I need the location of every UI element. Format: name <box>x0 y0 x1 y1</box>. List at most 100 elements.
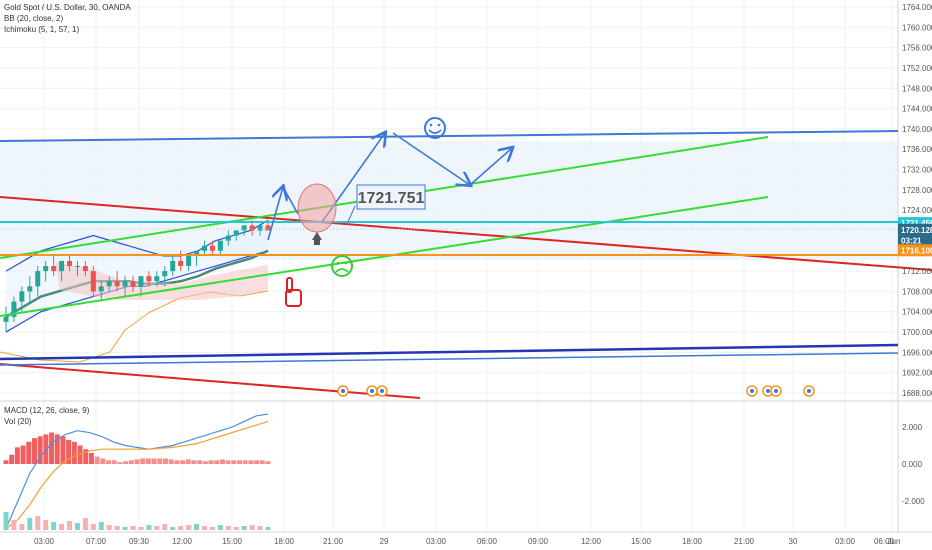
volume-bar <box>162 524 168 530</box>
macd-hist-bar <box>191 460 197 464</box>
macd-hist-bar <box>180 460 186 464</box>
time-axis[interactable]: 03:00 07:00 09:30 12:00 15:00 18:00 21:00 29 03:… <box>34 537 900 546</box>
candle-body <box>90 271 96 292</box>
volume-bar <box>265 527 271 530</box>
macd-hist-bar <box>83 449 89 464</box>
price-callout-box[interactable] <box>356 184 426 210</box>
vol-title[interactable]: Vol (20) <box>4 417 32 426</box>
macd-legend: MACD (12, 26, close, 9) Vol (20) <box>4 405 89 427</box>
macd-hist-bar <box>26 441 32 464</box>
macd-hist-bar <box>157 458 163 464</box>
projection-arrow-down[interactable] <box>392 132 470 185</box>
frown-icon[interactable] <box>331 255 353 277</box>
volume-bar <box>19 524 25 530</box>
bb-upper-line <box>5 219 269 272</box>
projection-arrow-up-2[interactable] <box>469 148 512 186</box>
macd-hist-bar <box>231 460 237 464</box>
projection-arrow-1b[interactable] <box>282 186 299 215</box>
red-trend-line[interactable] <box>0 196 932 271</box>
macd-hist-bar <box>117 462 123 464</box>
highlight-ellipse[interactable] <box>297 183 337 233</box>
volume-bar <box>3 512 9 530</box>
candles <box>3 220 271 333</box>
volume-bar <box>114 526 120 530</box>
macd-title[interactable]: MACD (12, 26, close, 9) <box>4 406 90 415</box>
green-lower-line[interactable] <box>0 196 769 317</box>
time-tick-label: 12:00 <box>172 537 193 546</box>
price-tag-label: 1721.456 <box>901 219 932 228</box>
macd-hist-bar <box>100 458 106 464</box>
candle-body <box>11 301 17 317</box>
time-tick-label: 15:00 <box>631 537 652 546</box>
volume-bar <box>27 518 33 530</box>
time-tick-label: 15:00 <box>222 537 243 546</box>
macd-hist-bar <box>106 460 112 464</box>
price-tick-label: 1704.000 <box>902 308 932 317</box>
callout-pointer <box>347 205 356 223</box>
blue-support-line[interactable] <box>0 352 899 366</box>
macd-hist-bar <box>128 460 134 464</box>
macd-hist-bar <box>259 460 265 464</box>
macd-hist-bar <box>123 461 129 464</box>
bb-legend[interactable]: BB (20, close, 2) <box>4 14 64 23</box>
macd-hist-bar <box>208 460 214 464</box>
ichimoku-legend[interactable]: Ichimoku (5, 1, 57, 1) <box>4 25 80 34</box>
macd-hist-bar <box>145 458 151 464</box>
price-tag <box>898 244 932 257</box>
time-tick-label: 18:00 <box>682 537 703 546</box>
smiley-icon[interactable] <box>424 117 446 139</box>
candle-body <box>194 250 200 256</box>
volume-bar <box>178 526 184 530</box>
volume-bar <box>194 524 200 530</box>
price-tick-label: 1728.000 <box>902 186 932 195</box>
red-lower-line[interactable] <box>0 363 421 399</box>
projection-arrow-1[interactable] <box>267 187 283 241</box>
macd-hist-bar <box>54 434 60 464</box>
time-tick-label: 03:00 <box>34 537 55 546</box>
price-tick-label: 1696.000 <box>902 348 932 357</box>
candle-body <box>67 260 73 267</box>
volume-bar <box>98 522 104 530</box>
pointing-hand-icon[interactable] <box>285 277 302 307</box>
candle-body <box>114 281 120 287</box>
price-tick-label: 1700.000 <box>902 328 932 337</box>
price-tick-label: 1736.000 <box>902 145 932 154</box>
macd-hist-bar <box>168 459 174 464</box>
event-icon-4[interactable] <box>746 385 758 397</box>
event-icon-2[interactable] <box>366 385 378 397</box>
price-tick-label: 1688.000 <box>902 389 932 398</box>
event-icon-6[interactable] <box>770 385 782 397</box>
price-tick-label: 1756.000 <box>902 44 932 53</box>
navy-support-line[interactable] <box>0 343 899 361</box>
volume-bar <box>146 525 152 530</box>
blue-resistance-line[interactable] <box>0 130 899 142</box>
volume-bar <box>59 524 65 530</box>
macd-axis[interactable]: 2.000 0.000 -2.000 <box>902 423 925 506</box>
volume-bar <box>74 523 80 530</box>
macd-tick-label: -2.000 <box>902 497 925 506</box>
price-tag-label: 1716.100 <box>901 246 932 255</box>
price-tick-label: 1760.000 <box>902 23 932 32</box>
symbol-title[interactable]: Gold Spot / U.S. Dollar, 30, OANDA <box>4 3 131 12</box>
price-axis[interactable]: 1764.000 1760.000 1756.000 1752.000 1748.000… <box>902 3 932 398</box>
macd-hist-bar <box>37 436 43 464</box>
signal-line <box>5 420 269 530</box>
volume-bar <box>154 526 160 530</box>
time-tick-label: Jun <box>888 537 901 546</box>
macd-hist-bar <box>14 447 20 464</box>
price-tag-label: 03:21 <box>901 237 922 246</box>
event-icon-7[interactable] <box>803 385 815 397</box>
time-tick-label: 07:00 <box>86 537 107 546</box>
event-icon-3[interactable] <box>376 385 388 397</box>
price-tag <box>898 223 932 236</box>
price-tick-label: 1740.000 <box>902 125 932 134</box>
event-icon-1[interactable] <box>337 385 349 397</box>
volume-bar <box>249 525 255 530</box>
price-tick-label: 1752.000 <box>902 64 932 73</box>
volume-bar <box>257 526 263 530</box>
macd-hist-bar <box>3 460 9 464</box>
volume-bar <box>186 525 192 530</box>
candle-body <box>146 276 152 282</box>
macd-hist-bar <box>225 460 231 464</box>
